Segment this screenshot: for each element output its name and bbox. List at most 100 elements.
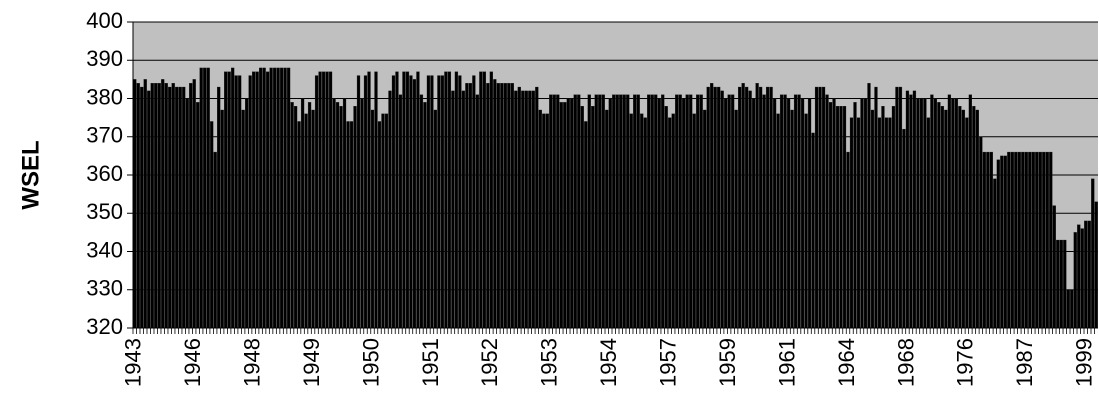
bar	[605, 109, 609, 329]
bar	[828, 102, 833, 329]
bar	[807, 98, 812, 329]
bar	[814, 86, 819, 329]
bar	[692, 113, 696, 329]
bar	[930, 94, 934, 329]
bar	[524, 90, 528, 329]
x-tick-label: 1999	[1072, 338, 1097, 387]
bar	[472, 75, 476, 329]
bar	[528, 90, 532, 329]
bar	[825, 94, 829, 329]
bar	[891, 106, 896, 329]
bar	[335, 102, 340, 329]
bar	[328, 71, 333, 329]
bar	[1035, 151, 1039, 329]
bar	[594, 94, 598, 329]
bar	[863, 98, 868, 329]
x-tick-label: 1957	[656, 338, 681, 387]
bar	[1091, 178, 1095, 329]
bar	[731, 94, 735, 329]
bar	[1077, 224, 1081, 329]
bar	[961, 109, 966, 329]
bar	[419, 94, 424, 329]
bar	[416, 71, 420, 329]
bar	[265, 71, 270, 329]
bar	[874, 86, 878, 329]
bar	[150, 83, 154, 329]
x-tick-label: 1953	[537, 338, 562, 387]
bar	[140, 86, 144, 329]
bar	[1010, 151, 1014, 329]
bar	[654, 94, 658, 329]
bar	[905, 90, 910, 329]
bar	[136, 83, 140, 329]
bar	[161, 79, 165, 329]
bar	[258, 67, 263, 329]
bar	[479, 71, 483, 329]
bar	[951, 98, 955, 329]
bar	[804, 113, 808, 329]
bar	[958, 106, 962, 329]
bar	[203, 67, 207, 329]
bar	[332, 98, 336, 329]
bar	[248, 75, 252, 329]
bar	[384, 113, 389, 329]
bar	[311, 109, 315, 329]
bar	[884, 117, 889, 329]
bar	[993, 178, 997, 329]
bar	[381, 113, 385, 329]
bar	[713, 86, 717, 329]
bar	[1073, 232, 1077, 329]
bar	[154, 83, 158, 329]
bar	[290, 102, 294, 329]
bar	[741, 83, 745, 329]
bar	[171, 83, 175, 329]
bar	[786, 98, 791, 329]
bar	[514, 90, 518, 329]
bar	[881, 106, 885, 329]
bar	[577, 94, 581, 329]
bar	[262, 67, 266, 329]
bar	[1000, 155, 1004, 329]
bar	[234, 75, 238, 329]
bar	[1084, 220, 1088, 329]
bar	[909, 94, 913, 329]
bar	[363, 75, 368, 329]
bar	[475, 94, 480, 329]
bar	[318, 71, 322, 329]
y-axis-label: WSEL	[17, 140, 44, 209]
bar	[517, 86, 521, 329]
bar	[556, 94, 560, 329]
bar	[996, 159, 1000, 329]
bar	[391, 75, 396, 329]
bar	[811, 132, 815, 329]
bar	[468, 83, 473, 329]
bar	[339, 106, 343, 329]
bar	[220, 109, 224, 329]
bar	[217, 86, 221, 329]
bar	[367, 71, 371, 329]
bar	[182, 86, 186, 329]
bar	[1063, 239, 1067, 329]
bar	[776, 113, 780, 329]
bar	[503, 83, 507, 329]
bar	[779, 94, 784, 329]
bar	[685, 94, 689, 329]
bar	[860, 98, 864, 329]
bar	[832, 98, 836, 329]
bar	[1021, 151, 1025, 329]
bar	[157, 83, 161, 329]
bar	[678, 94, 682, 329]
bar	[255, 71, 259, 329]
bar	[870, 109, 875, 329]
bar	[835, 106, 840, 329]
bar	[1014, 151, 1018, 329]
bar	[657, 98, 661, 329]
bar	[898, 86, 903, 329]
x-tick-label: 1959	[715, 338, 740, 387]
bar	[689, 94, 693, 329]
bar	[615, 94, 619, 329]
x-tick-label: 1943	[121, 338, 146, 387]
bar	[888, 117, 892, 329]
bar	[444, 71, 448, 329]
bar	[703, 109, 707, 329]
